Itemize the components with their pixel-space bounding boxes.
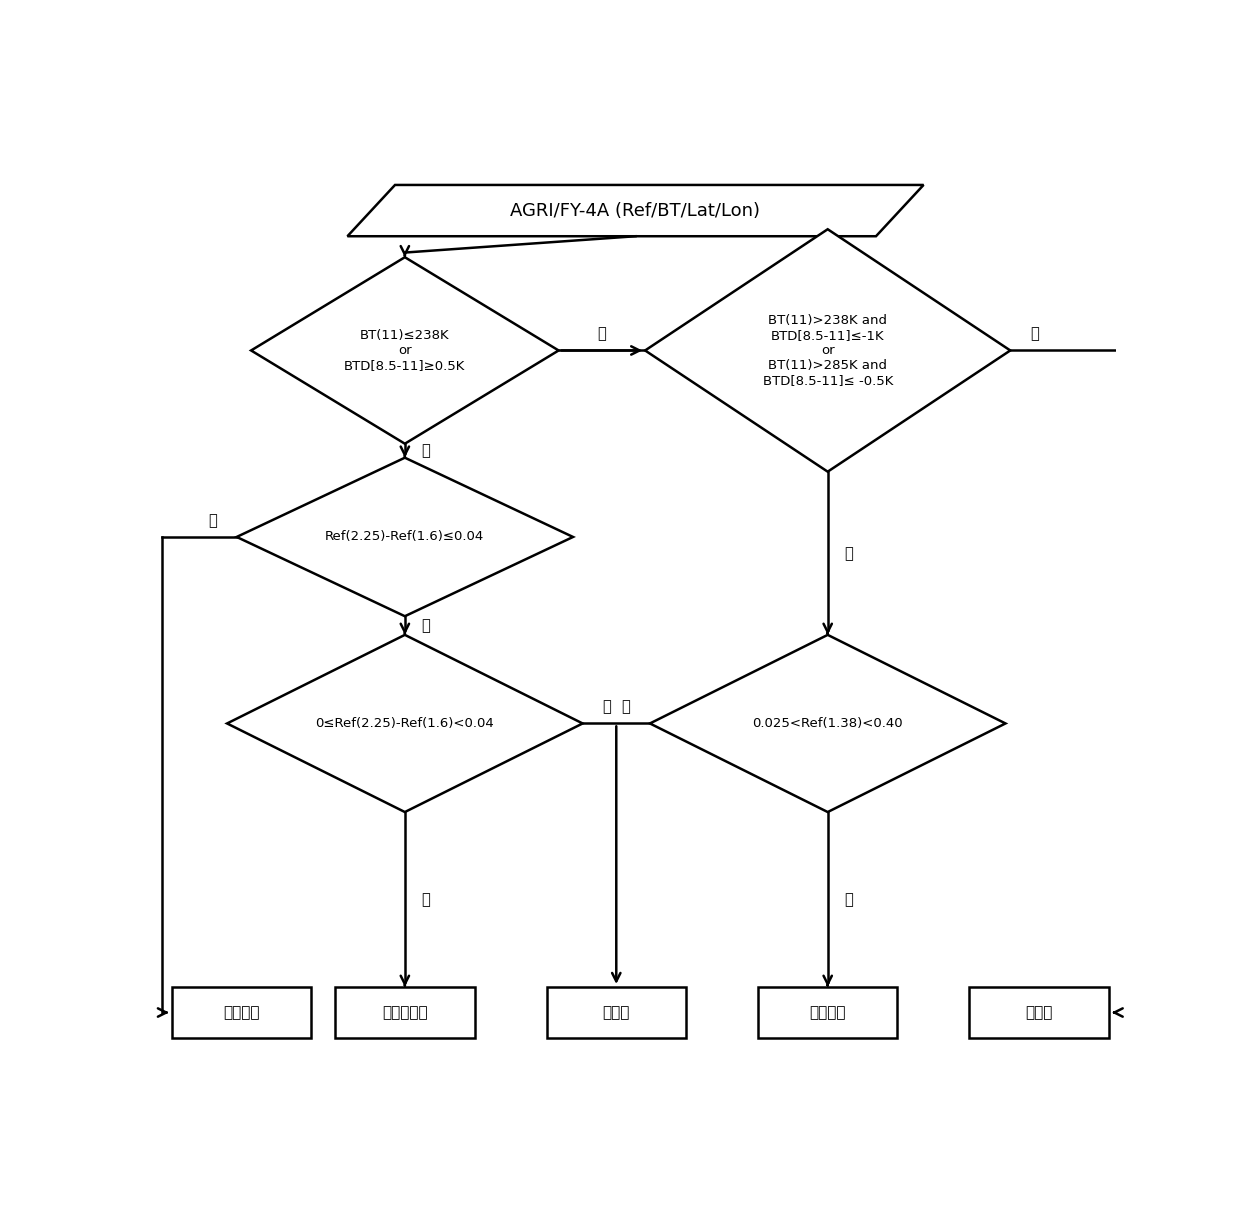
Text: BT(11)≤238K
or
BTD[8.5-11]≥0.5K: BT(11)≤238K or BTD[8.5-11]≥0.5K bbox=[345, 329, 465, 372]
Bar bbox=[172, 987, 311, 1038]
Text: 否: 否 bbox=[1030, 326, 1039, 342]
Text: 0.025<Ref(1.38)<0.40: 0.025<Ref(1.38)<0.40 bbox=[753, 717, 903, 730]
Polygon shape bbox=[250, 257, 559, 443]
Text: 可能多层云: 可能多层云 bbox=[382, 1005, 428, 1020]
Polygon shape bbox=[227, 635, 583, 813]
Text: BT(11)>238K and
BTD[8.5-11]≤-1K
or
BT(11)>285K and
BTD[8.5-11]≤ -0.5K: BT(11)>238K and BTD[8.5-11]≤-1K or BT(11… bbox=[763, 314, 893, 388]
Polygon shape bbox=[237, 458, 573, 616]
Text: 单层水云: 单层水云 bbox=[810, 1005, 846, 1020]
Text: AGRI/FY-4A (Ref/BT/Lat/Lon): AGRI/FY-4A (Ref/BT/Lat/Lon) bbox=[511, 201, 760, 219]
Bar bbox=[335, 987, 475, 1038]
Text: 是: 是 bbox=[621, 699, 630, 714]
Bar bbox=[758, 987, 898, 1038]
Polygon shape bbox=[347, 185, 924, 236]
Polygon shape bbox=[650, 635, 1006, 813]
Text: 否: 否 bbox=[598, 326, 606, 342]
Text: 是: 是 bbox=[422, 443, 430, 458]
Bar bbox=[970, 987, 1109, 1038]
Text: 是: 是 bbox=[422, 618, 430, 633]
Text: 是: 是 bbox=[844, 546, 853, 561]
Text: 否: 否 bbox=[208, 512, 217, 528]
Text: Ref(2.25)-Ref(1.6)≤0.04: Ref(2.25)-Ref(1.6)≤0.04 bbox=[325, 530, 485, 544]
Text: 不确定: 不确定 bbox=[1025, 1005, 1053, 1020]
Text: 否: 否 bbox=[844, 893, 853, 907]
Text: 0≤Ref(2.25)-Ref(1.6)<0.04: 0≤Ref(2.25)-Ref(1.6)<0.04 bbox=[315, 717, 495, 730]
Text: 否: 否 bbox=[603, 699, 611, 714]
Text: 单层冰云: 单层冰云 bbox=[223, 1005, 259, 1020]
Text: 多层云: 多层云 bbox=[603, 1005, 630, 1020]
Bar bbox=[547, 987, 686, 1038]
Polygon shape bbox=[645, 229, 1011, 472]
Text: 是: 是 bbox=[422, 893, 430, 907]
